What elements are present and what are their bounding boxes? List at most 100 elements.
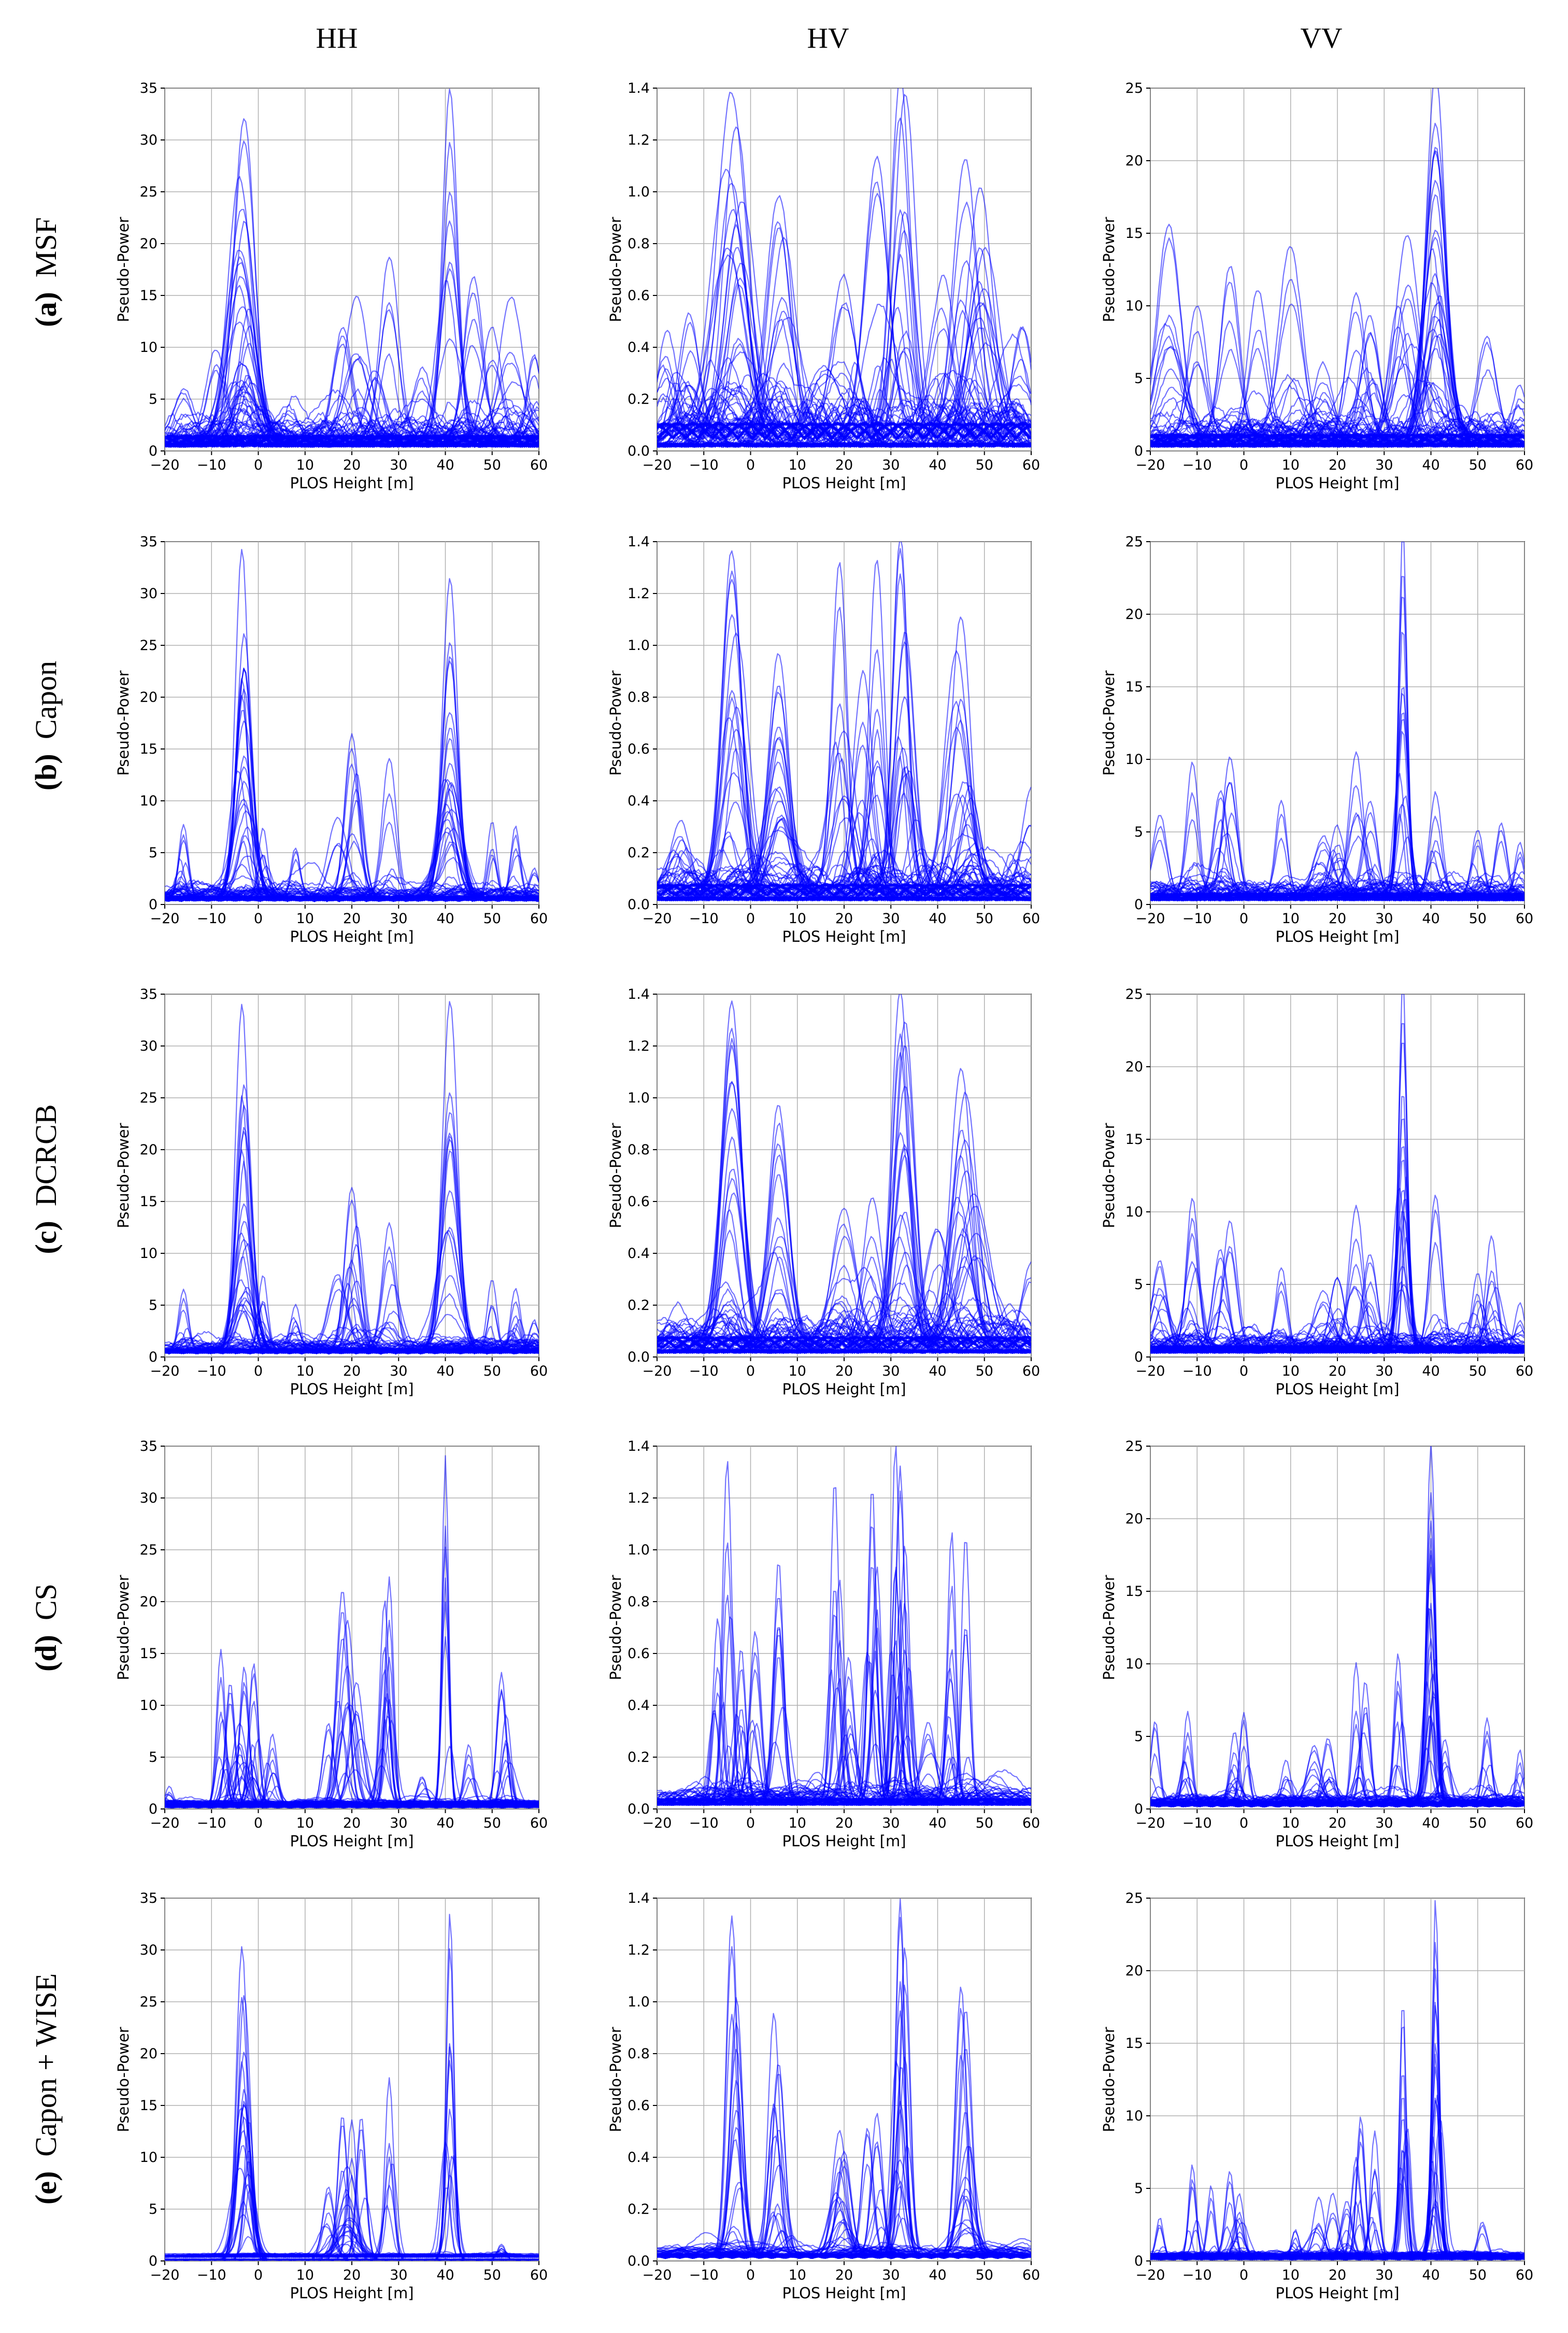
x-tick-label: 30 — [390, 2267, 407, 2283]
x-tick-label: 10 — [789, 457, 806, 473]
y-tick-label: 0.8 — [628, 689, 650, 705]
x-tick-label: −10 — [1182, 911, 1212, 927]
y-tick-label: 15 — [1125, 679, 1143, 695]
x-tick-label: 60 — [1022, 1815, 1040, 1831]
x-axis-label: PLOS Height [m] — [1275, 1380, 1399, 1398]
y-axis-label: Pseudo-Power — [1100, 2027, 1118, 2132]
x-tick-label: 20 — [1329, 911, 1346, 927]
panel-cs-hv: −20 −10 0 10 20 30 40 50 600.00.20.40.60.81.01.2… — [607, 1438, 1040, 1850]
x-tick-label: 50 — [976, 2267, 993, 2283]
x-tick-label: 10 — [789, 1815, 806, 1831]
y-tick-label: 10 — [140, 340, 158, 356]
x-tick-label: 50 — [976, 1815, 993, 1831]
y-tick-label: 0.2 — [628, 1297, 650, 1313]
x-tick-label: 10 — [789, 911, 806, 927]
y-tick-label: 0.0 — [628, 1801, 650, 1817]
panel-capon-wise-hv: −20 −10 0 10 20 30 40 50 600.00.20.40.60.81.01.2… — [607, 1890, 1040, 2302]
x-tick-label: −10 — [197, 911, 226, 927]
x-tick-label: 40 — [929, 2267, 946, 2283]
x-tick-label: 40 — [929, 1815, 946, 1831]
y-tick-label: 0.8 — [628, 1142, 650, 1158]
x-tick-label: 20 — [343, 911, 361, 927]
y-tick-label: 15 — [1125, 1583, 1143, 1600]
x-tick-label: 10 — [296, 1815, 314, 1831]
row-label-c: (c) — [29, 1221, 63, 1254]
x-tick-label: 60 — [530, 1363, 548, 1379]
x-tick-label: 40 — [1422, 911, 1439, 927]
x-tick-label: 40 — [436, 1363, 454, 1379]
y-tick-label: 0 — [1134, 2253, 1143, 2269]
x-tick-label: 60 — [1022, 2267, 1040, 2283]
x-tick-label: 20 — [1329, 457, 1346, 473]
row-header-e: (e)Capon + WISE — [29, 1973, 63, 2204]
x-tick-label: −10 — [197, 457, 226, 473]
x-tick-label: 30 — [882, 457, 900, 473]
y-tick-label: 30 — [140, 1038, 158, 1054]
y-tick-label: 0.6 — [628, 1194, 650, 1210]
y-tick-label: 0.4 — [628, 1698, 650, 1714]
x-tick-label: 50 — [976, 911, 993, 927]
x-tick-label: 60 — [1022, 457, 1040, 473]
x-tick-label: 50 — [483, 1363, 501, 1379]
y-tick-label: 0 — [149, 1801, 158, 1817]
y-tick-label: 5 — [1134, 824, 1143, 840]
y-tick-label: 5 — [149, 845, 158, 861]
x-tick-label: 30 — [1375, 2267, 1393, 2283]
x-tick-label: −10 — [689, 1815, 719, 1831]
x-tick-label: −10 — [1182, 1363, 1212, 1379]
x-tick-label: 30 — [390, 457, 407, 473]
x-tick-label: −10 — [197, 2267, 226, 2283]
row-label-e: (e) — [29, 2171, 63, 2204]
y-tick-label: 0.6 — [628, 1646, 650, 1662]
y-tick-label: 10 — [1125, 1656, 1143, 1672]
y-tick-label: 10 — [1125, 752, 1143, 768]
y-tick-label: 0 — [1134, 1801, 1143, 1817]
y-tick-label: 20 — [140, 1594, 158, 1610]
y-tick-label: 20 — [1125, 1963, 1143, 1979]
y-axis-label: Pseudo-Power — [607, 217, 624, 322]
x-tick-label: −20 — [1136, 911, 1165, 927]
row-method-c: DCRCB — [29, 1104, 63, 1206]
y-tick-label: 1.2 — [628, 1038, 650, 1054]
y-axis-label: Pseudo-Power — [1100, 670, 1118, 775]
x-axis-label: PLOS Height [m] — [782, 1380, 906, 1398]
y-tick-label: 0.4 — [628, 793, 650, 809]
y-tick-label: 20 — [140, 2046, 158, 2062]
y-tick-label: 1.2 — [628, 1490, 650, 1506]
x-tick-label: 60 — [1516, 1363, 1533, 1379]
x-tick-label: −20 — [1136, 457, 1165, 473]
x-tick-label: −10 — [689, 457, 719, 473]
y-tick-label: 20 — [140, 1142, 158, 1158]
x-axis-label: PLOS Height [m] — [782, 1832, 906, 1850]
x-tick-label: −20 — [1136, 1815, 1165, 1831]
y-tick-label: 15 — [140, 1646, 158, 1662]
column-header-hv: HV — [807, 22, 849, 54]
y-tick-label: 5 — [149, 2201, 158, 2217]
y-axis-label: Pseudo-Power — [115, 1575, 132, 1680]
y-tick-label: 25 — [1125, 1438, 1143, 1454]
x-axis-label: PLOS Height [m] — [290, 474, 414, 492]
x-tick-label: 0 — [1239, 2267, 1248, 2283]
x-tick-label: 60 — [1022, 911, 1040, 927]
y-axis-label: Pseudo-Power — [607, 670, 624, 775]
x-tick-label: 60 — [1516, 457, 1533, 473]
x-tick-label: 60 — [530, 1815, 548, 1831]
y-tick-label: 1.0 — [628, 1542, 650, 1558]
y-tick-label: 1.2 — [628, 1942, 650, 1958]
row-label-b: (b) — [29, 754, 63, 790]
x-tick-label: −20 — [643, 1363, 672, 1379]
x-tick-label: 40 — [436, 911, 454, 927]
y-tick-label: 25 — [1125, 1890, 1143, 1906]
y-tick-label: 1.4 — [628, 986, 650, 1002]
x-tick-label: 10 — [1282, 457, 1300, 473]
y-tick-label: 0.6 — [628, 2098, 650, 2114]
y-tick-label: 0 — [149, 443, 158, 459]
